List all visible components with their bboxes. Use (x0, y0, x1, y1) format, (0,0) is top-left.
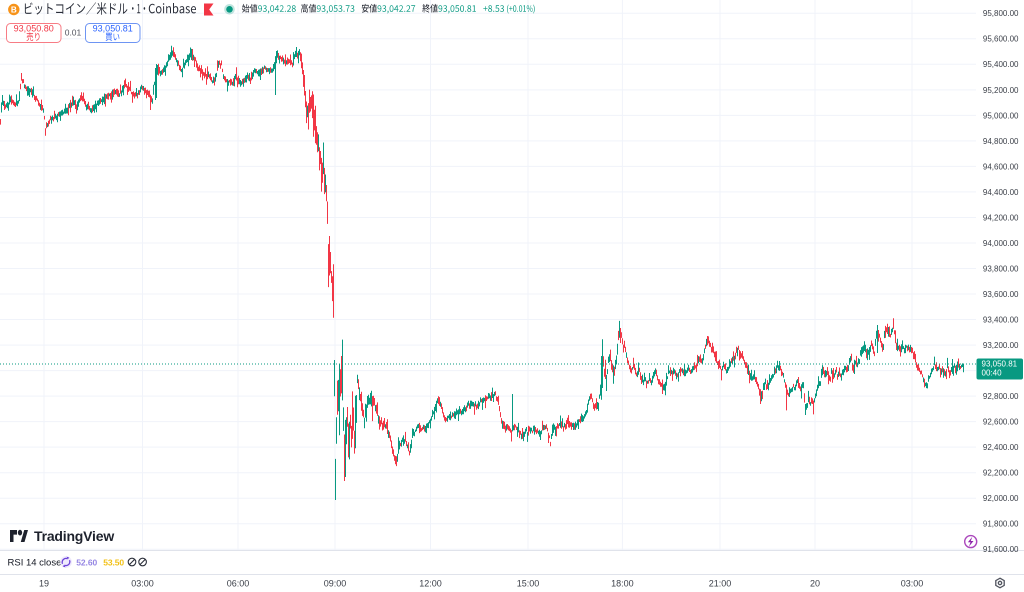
svg-text:93,050.80: 93,050.80 (14, 24, 54, 34)
svg-text:94,200.00: 94,200.00 (983, 213, 1019, 222)
svg-text:92,600.00: 92,600.00 (983, 418, 1019, 427)
svg-text:93,800.00: 93,800.00 (983, 264, 1019, 273)
svg-text:94,400.00: 94,400.00 (983, 188, 1019, 197)
svg-text:95,200.00: 95,200.00 (983, 86, 1019, 95)
svg-text:00:40: 00:40 (982, 369, 1003, 378)
svg-text:93,050.81: 93,050.81 (93, 24, 133, 34)
svg-text:93,400.00: 93,400.00 (983, 315, 1019, 324)
svg-text:03:00: 03:00 (131, 579, 154, 589)
svg-text:06:00: 06:00 (227, 579, 250, 589)
svg-text:TradingView: TradingView (34, 528, 114, 544)
svg-text:53.50: 53.50 (103, 557, 124, 567)
svg-text:94,600.00: 94,600.00 (983, 162, 1019, 171)
svg-text:94,000.00: 94,000.00 (983, 239, 1019, 248)
svg-text:15:00: 15:00 (517, 579, 540, 589)
svg-text:RSI 14 close: RSI 14 close (8, 558, 62, 569)
svg-text:92,800.00: 92,800.00 (983, 392, 1019, 401)
svg-text:18:00: 18:00 (611, 579, 634, 589)
svg-text:91,800.00: 91,800.00 (983, 520, 1019, 529)
svg-text:95,600.00: 95,600.00 (983, 35, 1019, 44)
svg-text:20: 20 (810, 579, 820, 589)
svg-text:12:00: 12:00 (419, 579, 442, 589)
svg-text:94,800.00: 94,800.00 (983, 137, 1019, 146)
svg-text:21:00: 21:00 (709, 579, 732, 589)
svg-text:0.01: 0.01 (65, 27, 82, 37)
svg-text:95,000.00: 95,000.00 (983, 111, 1019, 120)
svg-text:92,200.00: 92,200.00 (983, 469, 1019, 478)
svg-text:52.60: 52.60 (76, 557, 97, 567)
svg-text:03:00: 03:00 (901, 579, 924, 589)
svg-text:93,200.00: 93,200.00 (983, 341, 1019, 350)
svg-text:93,050.81: 93,050.81 (982, 359, 1018, 368)
svg-text:93,600.00: 93,600.00 (983, 290, 1019, 299)
svg-text:92,400.00: 92,400.00 (983, 443, 1019, 452)
svg-text:B: B (11, 5, 17, 14)
svg-text:95,400.00: 95,400.00 (983, 60, 1019, 69)
svg-text:95,800.00: 95,800.00 (983, 9, 1019, 18)
svg-text:09:00: 09:00 (324, 579, 347, 589)
svg-text:19: 19 (39, 579, 49, 589)
svg-text:92,000.00: 92,000.00 (983, 494, 1019, 503)
svg-text:91,600.00: 91,600.00 (983, 545, 1019, 554)
